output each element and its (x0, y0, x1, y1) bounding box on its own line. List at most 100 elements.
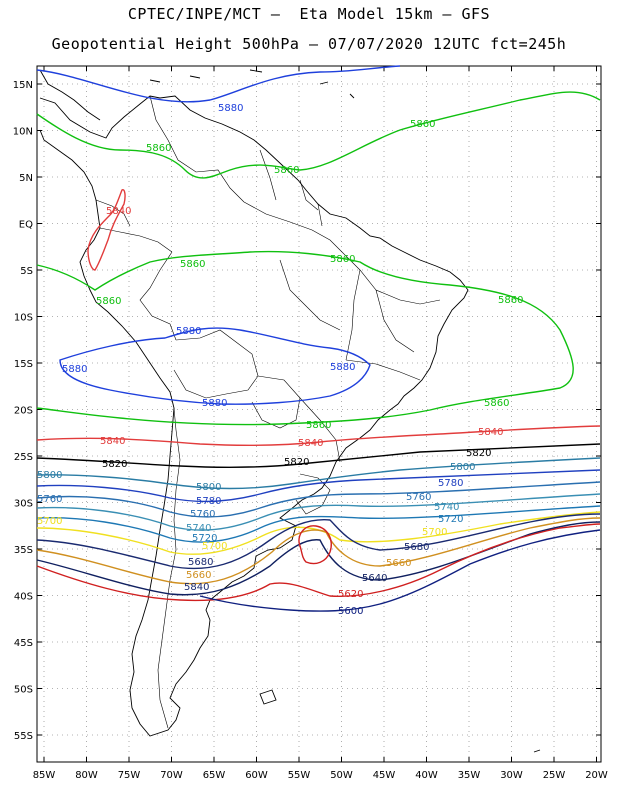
lon-label: 60W (245, 770, 268, 781)
label-5860-g: 5860 (498, 295, 523, 306)
lat-label: 15N (13, 80, 33, 91)
lon-label: 85W (33, 770, 56, 781)
border-peru-brazil (139, 251, 177, 341)
label-5760-b: 5760 (190, 509, 215, 520)
border-colombia-venezuela (149, 95, 245, 203)
lat-label: 25S (14, 452, 33, 463)
central-america-coast (39, 69, 101, 121)
label-5840-c: 5840 (298, 438, 323, 449)
label-5840-d: 5840 (478, 427, 503, 438)
label-5880-b: 5880 (176, 326, 201, 337)
lon-label: 40W (415, 770, 438, 781)
label-5860-f: 5860 (96, 296, 121, 307)
south-georgia (533, 749, 541, 753)
country-borders (95, 95, 441, 729)
contour-5860-mid (36, 250, 574, 426)
contour-5760 (36, 481, 601, 518)
contour-5740 (36, 493, 601, 531)
label-5860-a: 5860 (410, 119, 435, 130)
contour-layer (36, 65, 601, 612)
map-frame (36, 65, 602, 763)
contour-5780 (36, 469, 601, 503)
label-5680-b: 5680 (404, 542, 429, 553)
contour-5640 (36, 521, 601, 596)
graticule (37, 66, 601, 762)
contour-5600 (199, 529, 601, 612)
label-5800-b: 5800 (196, 482, 221, 493)
contour-5880-north (36, 65, 401, 103)
lon-label: 75W (118, 770, 141, 781)
lat-label: 5S (20, 266, 33, 277)
coastline-layer (39, 69, 541, 753)
contour-5720 (36, 505, 601, 543)
label-5880-c: 5880 (62, 364, 87, 375)
label-5860-d: 5860 (180, 259, 205, 270)
lat-label: 35S (14, 545, 33, 556)
lat-label: 40S (14, 592, 33, 603)
border-ecuador (95, 199, 131, 227)
label-5800-c: 5800 (450, 462, 475, 473)
label-5880-e: 5880 (202, 398, 227, 409)
lon-label: 30W (500, 770, 523, 781)
border-uruguay (295, 473, 331, 515)
label-5820-b: 5820 (284, 457, 309, 468)
contour-5820 (36, 443, 601, 468)
label-5800-a: 5800 (37, 470, 62, 481)
label-5860-c: 5860 (274, 165, 299, 176)
contour-5840 (36, 425, 601, 446)
label-5700-a: 5700 (37, 516, 62, 527)
contour-5840-north-blob (87, 188, 126, 271)
label-5780-b: 5780 (438, 478, 463, 489)
label-5740-b: 5740 (434, 502, 459, 513)
label-5700-b: 5700 (202, 541, 227, 552)
lat-label: 55S (14, 731, 33, 742)
label-5860-i: 5860 (306, 420, 331, 431)
label-5700-c: 5700 (422, 527, 447, 538)
label-5760-c: 5760 (406, 492, 431, 503)
lat-label: 20S (14, 406, 33, 417)
lon-label: 70W (160, 770, 183, 781)
label-5860-h: 5860 (484, 398, 509, 409)
contour-5620 (36, 523, 601, 602)
label-5620: 5620 (338, 589, 363, 600)
contour-5880-south (59, 327, 371, 405)
lat-label: 5N (19, 173, 33, 184)
label-5840-b: 5840 (100, 436, 125, 447)
border-colombia-peru (99, 227, 173, 253)
label-5840-a: 5840 (106, 206, 131, 217)
label-5740-a: 5740 (186, 523, 211, 534)
lat-label: 10S (14, 313, 33, 324)
contour-5680 (36, 513, 601, 570)
label-5880-d: 5880 (330, 362, 355, 373)
label-5760-a: 5760 (37, 494, 62, 505)
label-5660-a: 5660 (186, 570, 211, 581)
lon-label: 80W (75, 770, 98, 781)
lon-label: 25W (543, 770, 566, 781)
label-5640: 5640 (362, 573, 387, 584)
border-brazil-interior (243, 149, 341, 463)
border-guianas (299, 179, 323, 227)
contour-5800 (36, 457, 601, 490)
falklands (259, 689, 277, 705)
contour-5620-closed (298, 525, 332, 565)
lat-label: 30S (14, 499, 33, 510)
axis-ticks (37, 66, 601, 762)
lat-label: 50S (14, 685, 33, 696)
brazil-states (279, 249, 441, 381)
contour-5660 (36, 517, 601, 585)
lon-label: 20W (585, 770, 608, 781)
label-5660-b: 5660 (386, 558, 411, 569)
lat-label: 10N (13, 127, 33, 138)
label-5720-b: 5720 (438, 514, 463, 525)
lon-label: 35W (458, 770, 481, 781)
map-subtitle: Geopotential Height 500hPa – 07/07/2020 … (51, 35, 567, 53)
lon-label: 50W (330, 770, 353, 781)
map-title: CPTEC/INPE/MCT – Eta Model 15km – GFS (127, 5, 491, 23)
lat-label: EQ (19, 220, 33, 231)
caribbean-islands (149, 69, 355, 99)
south-america-coastline (39, 95, 469, 737)
contour-5700 (36, 511, 601, 555)
lon-axis-labels: 85W 80W 75W 70W 65W 60W 55W 50W 45W 40W 35W 30W 25W 2… (33, 770, 608, 781)
contour-labels: 5880 5880 5880 5880 5880 5860 5860 5860 … (37, 103, 523, 617)
